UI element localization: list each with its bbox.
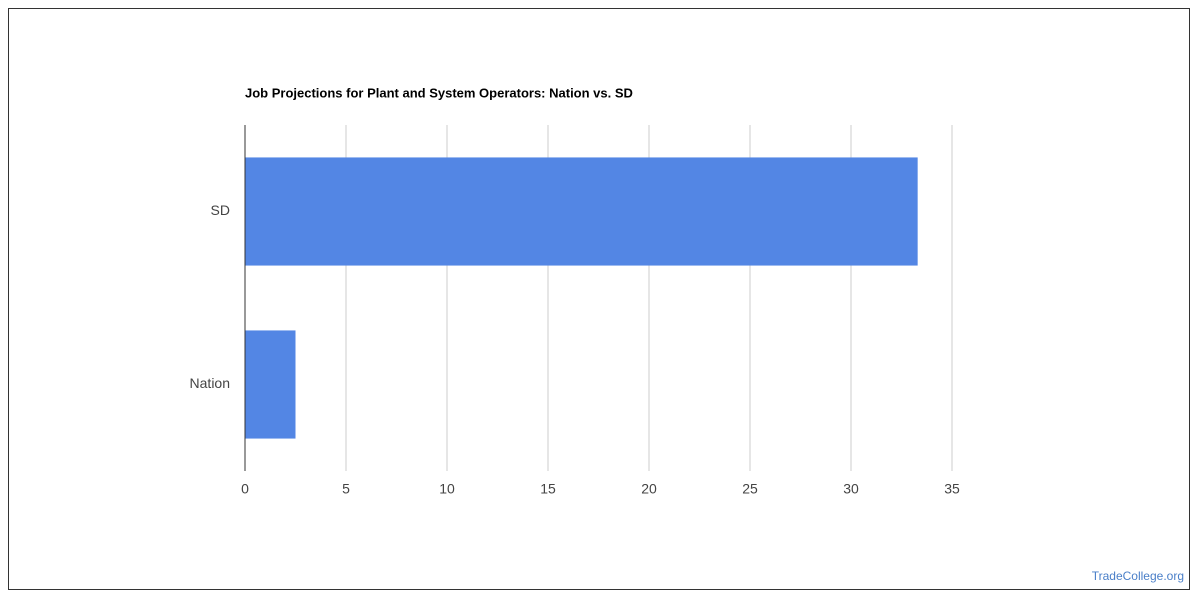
x-tick-label: 5: [342, 481, 350, 497]
x-tick-label: 10: [439, 481, 455, 497]
chart-title: Job Projections for Plant and System Ope…: [245, 85, 633, 100]
frame: [8, 8, 1190, 590]
x-tick-label: 20: [641, 481, 657, 497]
x-tick-label: 0: [241, 481, 249, 497]
bar: [245, 330, 296, 439]
x-tick-label: 25: [742, 481, 758, 497]
y-tick-label: SD: [211, 202, 230, 218]
watermark: TradeCollege.org: [1092, 569, 1184, 583]
x-tick-label: 30: [843, 481, 859, 497]
x-tick-label: 15: [540, 481, 556, 497]
bar: [245, 157, 918, 266]
y-tick-label: Nation: [190, 375, 230, 391]
x-tick-label: 35: [944, 481, 960, 497]
